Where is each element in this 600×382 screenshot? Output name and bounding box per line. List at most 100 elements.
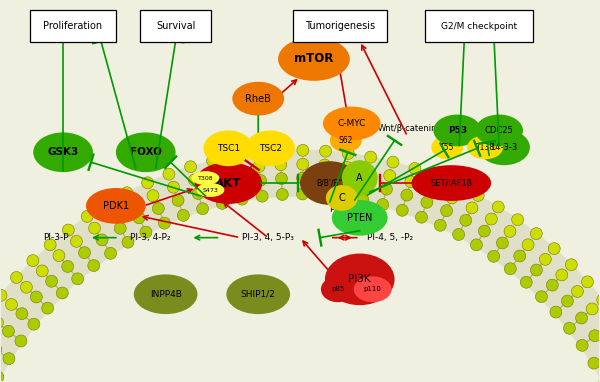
Circle shape	[71, 273, 83, 285]
Circle shape	[158, 217, 170, 229]
Circle shape	[571, 285, 583, 298]
Circle shape	[20, 281, 32, 293]
Ellipse shape	[323, 107, 380, 140]
Circle shape	[251, 147, 263, 159]
Circle shape	[377, 199, 389, 210]
Circle shape	[478, 225, 490, 237]
Ellipse shape	[300, 161, 360, 205]
Ellipse shape	[433, 115, 481, 146]
Text: T138: T138	[476, 143, 494, 152]
Circle shape	[256, 190, 268, 202]
Ellipse shape	[325, 254, 395, 305]
Ellipse shape	[86, 188, 146, 224]
Circle shape	[236, 193, 248, 205]
Text: TSC1: TSC1	[217, 144, 240, 153]
Text: CDC25: CDC25	[485, 126, 514, 135]
Text: T55: T55	[440, 143, 455, 152]
Circle shape	[318, 173, 330, 185]
Circle shape	[167, 181, 179, 193]
Circle shape	[514, 250, 526, 262]
Circle shape	[254, 175, 266, 186]
Circle shape	[485, 213, 497, 225]
Ellipse shape	[326, 185, 358, 211]
Circle shape	[522, 239, 534, 251]
Circle shape	[520, 276, 532, 288]
Text: Wnt/β-catenin: Wnt/β-catenin	[378, 124, 437, 133]
Circle shape	[96, 234, 108, 246]
Text: G2/M checkpoint: G2/M checkpoint	[441, 22, 517, 31]
Circle shape	[380, 183, 392, 195]
Circle shape	[452, 179, 464, 191]
Circle shape	[575, 312, 587, 324]
Circle shape	[274, 145, 286, 157]
Text: Proliferation: Proliferation	[43, 21, 103, 31]
Text: C-MYC: C-MYC	[338, 119, 366, 128]
Text: PI-3, 4-P₂: PI-3, 4-P₂	[130, 233, 171, 242]
Ellipse shape	[194, 162, 262, 204]
Circle shape	[27, 255, 39, 267]
Text: PP2A: PP2A	[329, 206, 350, 214]
Ellipse shape	[116, 133, 176, 172]
Circle shape	[2, 325, 14, 337]
Circle shape	[121, 187, 133, 199]
Ellipse shape	[245, 130, 295, 166]
Circle shape	[197, 203, 209, 215]
Circle shape	[409, 162, 421, 175]
Circle shape	[101, 198, 113, 210]
Text: T308: T308	[197, 176, 213, 181]
Circle shape	[496, 237, 508, 249]
Ellipse shape	[412, 165, 491, 201]
Circle shape	[142, 177, 154, 189]
Text: PTEN: PTEN	[347, 213, 373, 223]
Circle shape	[172, 194, 184, 206]
Circle shape	[430, 170, 442, 182]
Circle shape	[535, 291, 547, 303]
Circle shape	[576, 339, 588, 351]
Circle shape	[452, 228, 464, 240]
Ellipse shape	[354, 276, 392, 302]
Circle shape	[104, 248, 116, 259]
Ellipse shape	[332, 200, 388, 236]
Circle shape	[405, 176, 417, 188]
Circle shape	[504, 225, 516, 237]
Circle shape	[387, 156, 399, 168]
Ellipse shape	[226, 274, 290, 314]
Circle shape	[563, 322, 575, 334]
Circle shape	[79, 247, 91, 259]
Text: INPP4B: INPP4B	[149, 290, 182, 299]
Circle shape	[62, 224, 74, 236]
Circle shape	[216, 197, 228, 209]
Circle shape	[275, 173, 287, 185]
Circle shape	[114, 222, 126, 234]
Circle shape	[163, 168, 175, 180]
Circle shape	[530, 228, 542, 240]
Circle shape	[122, 236, 134, 248]
Circle shape	[31, 291, 42, 303]
Circle shape	[41, 302, 53, 314]
Circle shape	[488, 250, 500, 262]
Text: Survival: Survival	[156, 21, 195, 31]
Ellipse shape	[467, 135, 503, 159]
Circle shape	[342, 147, 354, 159]
Circle shape	[357, 194, 369, 206]
Text: 14-3-3: 14-3-3	[490, 143, 518, 152]
Circle shape	[15, 335, 27, 347]
Circle shape	[0, 317, 4, 329]
Circle shape	[466, 202, 478, 214]
Circle shape	[556, 269, 568, 281]
Text: Tumorigenesis: Tumorigenesis	[305, 21, 375, 31]
Ellipse shape	[478, 129, 530, 165]
Circle shape	[415, 211, 427, 223]
Circle shape	[317, 189, 329, 201]
Circle shape	[550, 306, 562, 318]
Circle shape	[296, 188, 308, 200]
Circle shape	[62, 261, 74, 272]
Circle shape	[185, 161, 197, 173]
Circle shape	[28, 318, 40, 330]
Circle shape	[0, 343, 2, 356]
Circle shape	[492, 201, 504, 213]
Circle shape	[565, 259, 577, 271]
Circle shape	[365, 151, 377, 163]
Circle shape	[81, 210, 93, 222]
Ellipse shape	[321, 276, 355, 302]
